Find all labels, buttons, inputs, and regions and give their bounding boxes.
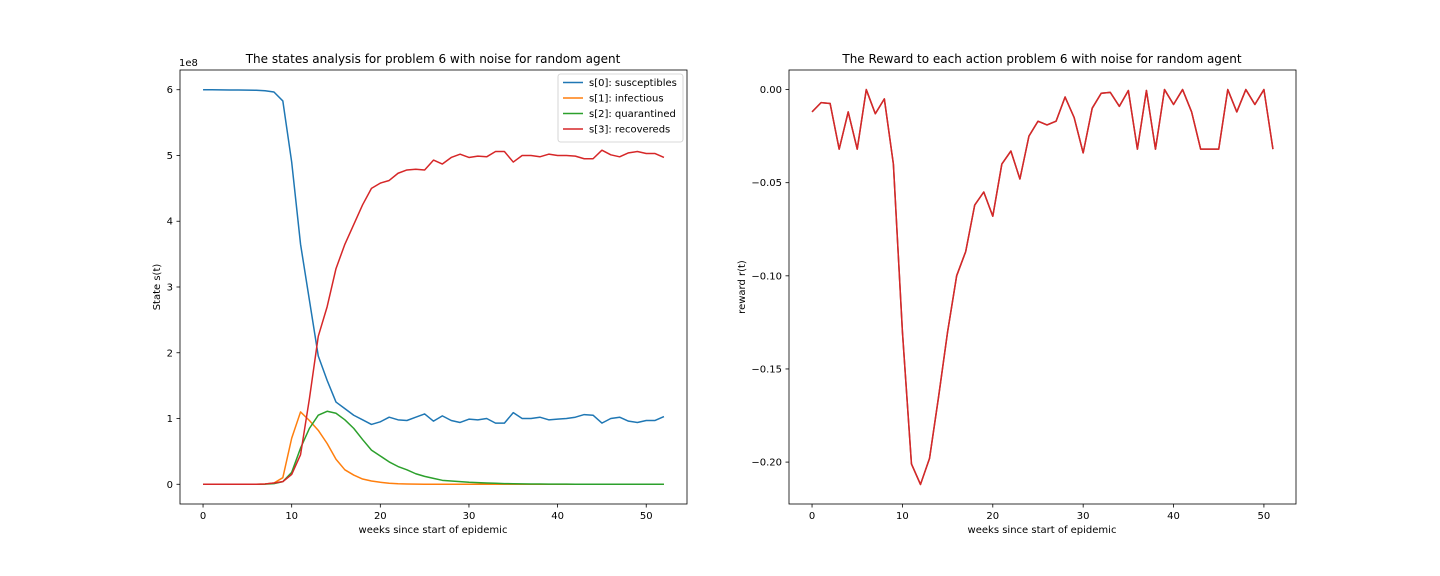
reward-chart: The Reward to each action problem 6 with… [737, 52, 1297, 536]
states-chart-ylabel: State s(t) [152, 264, 163, 311]
states-chart-y-tick-label: 6 [167, 85, 173, 96]
states-chart-y-ticks: 0 1 2 3 4 5 6 [167, 85, 180, 491]
reward-chart-lines [811, 88, 1274, 486]
states-chart-y-tick-label: 0 [167, 480, 173, 491]
states-chart-x-tick-label: 10 [285, 511, 298, 522]
reward-chart-x-tick-label: 30 [1077, 511, 1090, 522]
states-chart-x-tick-label: 50 [640, 511, 653, 522]
reward-chart-x-tick-label: 20 [986, 511, 999, 522]
states-chart-y-tick-label: 4 [167, 217, 173, 228]
states-chart-legend-label: s[2]: quarantined [589, 109, 676, 120]
states-chart-offset-text: 1e8 [179, 58, 198, 69]
states-chart-y-tick-label: 5 [167, 151, 173, 162]
reward-chart-y-tick-label: −0.20 [751, 458, 782, 469]
states-chart-x-tick-label: 30 [463, 511, 476, 522]
reward-chart-series-line-0 [811, 88, 1274, 486]
reward-chart-x-tick-label: 10 [896, 511, 909, 522]
reward-chart-x-ticks: 0 10 20 30 40 50 [809, 504, 1270, 522]
states-chart-legend-label: s[0]: susceptibles [589, 78, 677, 89]
reward-chart-ylabel: reward r(t) [737, 260, 748, 314]
reward-chart-title: The Reward to each action problem 6 with… [841, 52, 1242, 66]
states-chart-x-tick-label: 20 [374, 511, 387, 522]
reward-chart-frame [788, 69, 1297, 505]
states-chart-x-tick-label: 0 [200, 511, 206, 522]
reward-chart-xlabel: weeks since start of epidemic [968, 525, 1117, 536]
states-chart-title: The states analysis for problem 6 with n… [245, 52, 621, 66]
states-chart-legend-label: s[3]: recovereds [589, 125, 670, 136]
states-chart-x-tick-label: 40 [551, 511, 564, 522]
states-chart-series-line-0 [203, 88, 665, 426]
states-chart-y-tick-label: 1 [167, 414, 173, 425]
states-chart-frame [179, 69, 688, 505]
states-chart-y-tick-label: 2 [167, 348, 173, 359]
states-chart-xlabel: weeks since start of epidemic [359, 525, 508, 536]
reward-chart-y-tick-label: −0.10 [751, 271, 782, 282]
states-chart-y-tick-label: 3 [167, 283, 173, 294]
states-chart-x-ticks: 0 10 20 30 40 50 [200, 504, 653, 522]
reward-chart-y-tick-label: −0.15 [751, 364, 782, 375]
states-chart-lines [203, 88, 665, 486]
states-chart: The states analysis for problem 6 with n… [152, 52, 688, 536]
reward-chart-y-tick-label: 0.00 [760, 85, 782, 96]
reward-chart-x-tick-label: 0 [809, 511, 815, 522]
reward-chart-x-tick-label: 40 [1167, 511, 1180, 522]
states-chart-series-line-3 [203, 149, 665, 486]
reward-chart-x-tick-label: 50 [1258, 511, 1271, 522]
reward-chart-y-ticks: 0.00 −0.05 −0.10 −0.15 −0.20 [751, 85, 789, 469]
states-chart-legend: s[0]: susceptibles s[1]: infectious s[2]: … [557, 73, 684, 143]
states-chart-legend-box [557, 73, 684, 143]
states-chart-legend-label: s[1]: infectious [589, 94, 664, 105]
reward-chart-y-tick-label: −0.05 [751, 178, 782, 189]
